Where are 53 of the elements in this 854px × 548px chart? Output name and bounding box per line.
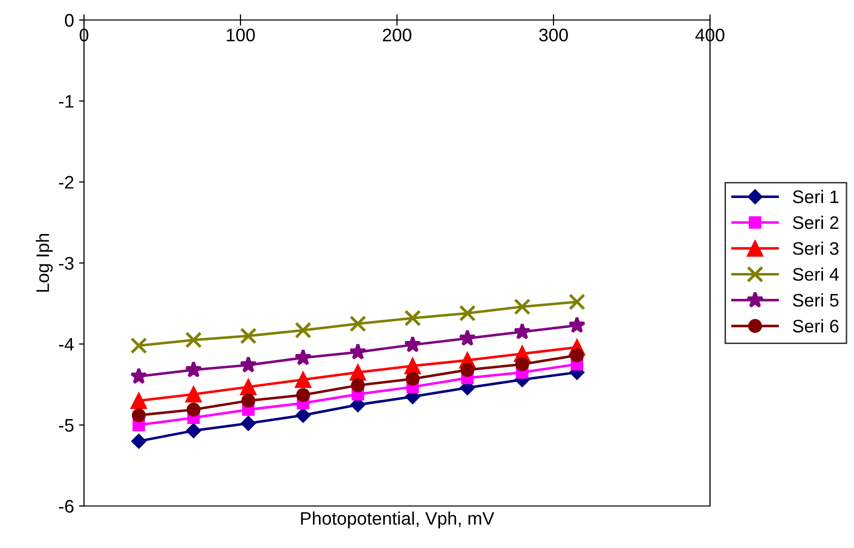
y-tick-label: -2 [59, 176, 74, 189]
point [184, 360, 202, 378]
point [296, 408, 311, 423]
point [514, 322, 531, 340]
y-tick-label: -3 [59, 256, 74, 270]
point [404, 336, 422, 352]
point [404, 310, 421, 326]
point [458, 329, 476, 346]
y-tick-label: -5 [59, 419, 74, 432]
point [350, 315, 366, 332]
point [240, 416, 256, 431]
point [186, 402, 200, 417]
point [294, 371, 312, 388]
point [130, 367, 148, 384]
x-axis-title: Photopotential, Vph, mV [301, 512, 494, 528]
point [349, 343, 367, 360]
y-tick-label: -4 [59, 338, 74, 351]
point [296, 388, 310, 402]
y-tick-label: 0 [64, 14, 74, 27]
x-tick-label: 200 [382, 28, 412, 42]
y-axis-title: Log Iph [36, 234, 53, 292]
point [132, 408, 146, 422]
point [185, 332, 202, 348]
point [130, 337, 148, 354]
point [460, 362, 474, 377]
point [294, 348, 312, 366]
point [241, 394, 256, 408]
point [459, 304, 476, 322]
point [131, 434, 146, 449]
x-tick-label: 100 [226, 28, 255, 42]
legend-label: Seri 6 [792, 319, 838, 332]
point [568, 294, 586, 310]
point [350, 378, 365, 392]
point [568, 316, 586, 333]
legend-label: Seri 3 [792, 242, 838, 255]
point [240, 378, 257, 396]
legend-label: Seri 1 [792, 190, 838, 204]
point [515, 357, 530, 372]
y-tick-label: -6 [59, 500, 74, 513]
point [186, 423, 202, 438]
point [185, 386, 202, 403]
legend-label: Seri 5 [792, 293, 839, 307]
y-tick-label: -1 [59, 95, 74, 108]
point [514, 298, 531, 316]
point [406, 372, 420, 386]
point [294, 322, 312, 339]
legend-label: Seri 2 [792, 216, 838, 230]
legend-label: Seri 4 [792, 268, 839, 281]
point [240, 356, 257, 373]
point [240, 328, 257, 344]
point [130, 392, 148, 410]
x-tick-label: 300 [539, 28, 568, 42]
point [570, 348, 584, 362]
